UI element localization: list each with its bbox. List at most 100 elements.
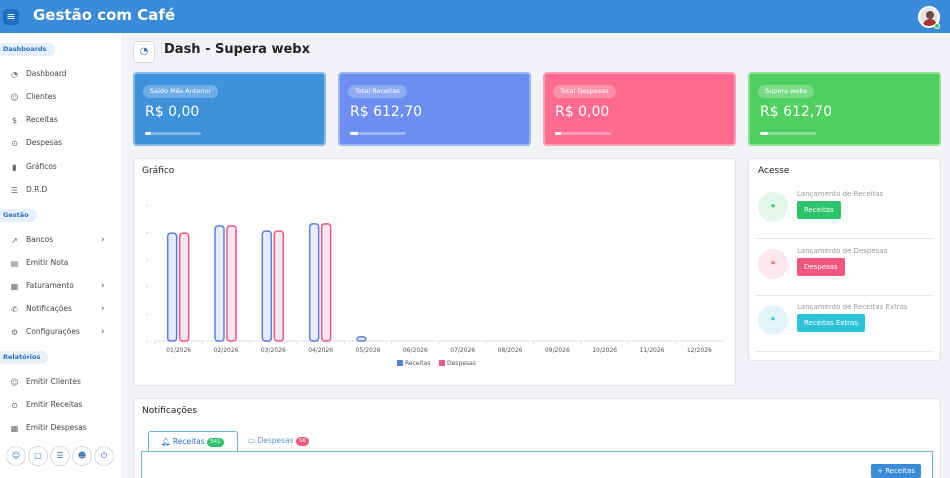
users-icon: ☺: [10, 93, 19, 102]
sidebar-item-dashboard[interactable]: ◔ Dashboard: [0, 64, 121, 84]
sidebar-item-emitir-receitas[interactable]: ⊙ Emitir Receitas: [0, 395, 121, 415]
y-tick-label: -: [146, 256, 148, 263]
sidebar-item-label: Emitir Nota: [26, 258, 69, 267]
trend-icon: ↗: [11, 236, 18, 245]
power-icon[interactable]: ⏻: [94, 446, 114, 466]
sidebar: Dashboards ◔ Dashboard ☺ Clientes $ Rece…: [0, 33, 121, 478]
x-tick-label: 01/2026: [166, 347, 191, 354]
sidebar-item-bancos[interactable]: ↗ Bancos ›: [0, 230, 121, 250]
count-badge: 56: [295, 436, 309, 446]
x-tick-label: 06/2026: [403, 347, 428, 354]
x-tick-label: 05/2026: [356, 347, 381, 354]
chat-icon[interactable]: ☰: [50, 446, 70, 466]
sidebar-item-label: Dashboard: [26, 69, 67, 78]
legend-label: Receitas: [405, 360, 430, 367]
stat-progress-bar: [555, 132, 611, 135]
receitas-extras-button[interactable]: Receitas Extras: [797, 314, 865, 332]
page-title: Dash - Supera webx: [164, 42, 310, 57]
sidebar-item-configuracoes[interactable]: ⚙ Configurações ›: [0, 322, 121, 342]
stat-card-saldo: Saldo Mês Anterior R$ 0,00: [133, 72, 326, 146]
stat-progress-bar: [145, 132, 201, 135]
despesas-button[interactable]: Despesas: [797, 258, 845, 276]
sidebar-item-label: Receitas: [26, 115, 58, 124]
bar-receitas: [308, 223, 320, 342]
section-label-dashboards: Dashboards: [0, 43, 55, 56]
x-tick-label: 07/2026: [450, 347, 475, 354]
users-icon[interactable]: ☺: [6, 446, 26, 466]
x-tick-label: 12/2026: [687, 347, 712, 354]
sidebar-item-label: D.R.D: [26, 185, 48, 194]
users-icon: ☺: [10, 378, 19, 387]
x-tick-label: 03/2026: [261, 347, 286, 354]
stat-card-receitas: Total Receitas R$ 612,70: [338, 72, 531, 146]
bar-chart: - - - - - - 01/2026 02/2026 03/2026 04/2026 05/202…: [146, 202, 723, 367]
x-tick-label: 10/2026: [592, 347, 617, 354]
calendar-icon: ▦: [10, 282, 19, 291]
y-tick-label: -: [146, 229, 148, 236]
avatar[interactable]: [918, 6, 940, 28]
link-icon: ⚭: [758, 305, 788, 335]
y-tick-label: -: [146, 311, 148, 318]
x-tick-label: 04/2026: [308, 347, 333, 354]
sidebar-item-clientes[interactable]: ☺ Clientes: [0, 87, 121, 107]
bar-receitas: [166, 232, 178, 342]
x-tick-label: 08/2026: [498, 347, 523, 354]
stat-card-despesas: Total Despesas R$ 0,00: [543, 72, 736, 146]
gauge-icon: ◔: [133, 41, 155, 63]
sidebar-item-label: Gráficos: [26, 162, 57, 171]
stat-progress-bar: [350, 132, 406, 135]
receitas-button[interactable]: Receitas: [797, 201, 841, 219]
legend-label: Despesas: [447, 360, 476, 367]
acesse-item-receitas: ⚭ Lançamento de Receitas Receitas: [756, 190, 934, 240]
link-icon: ⚭: [758, 249, 788, 279]
chat-icon: ▭: [248, 436, 256, 445]
bar-chart-icon: ▮: [12, 163, 17, 172]
stat-label: Saldo Mês Anterior: [143, 85, 219, 98]
coin-icon: ⊙: [11, 139, 18, 148]
sidebar-item-emitir-despesas[interactable]: ▦ Emitir Despesas: [0, 418, 121, 438]
receipt-icon: ▤: [10, 259, 19, 268]
sidebar-item-label: Emitir Clientes: [26, 377, 81, 386]
bell-icon: 🔔︎: [161, 437, 171, 446]
coin-icon: ⊙: [11, 401, 18, 410]
users-icon[interactable]: ☻: [72, 446, 92, 466]
sidebar-item-emitir-nota[interactable]: ▤ Emitir Nota: [0, 253, 121, 273]
sidebar-item-label: Clientes: [26, 92, 57, 101]
add-receitas-button[interactable]: + Receitas: [871, 464, 921, 478]
tab-receitas[interactable]: 🔔︎ Receitas 541: [148, 431, 238, 451]
menu-toggle-button[interactable]: ≡: [3, 9, 19, 25]
chevron-right-icon: ›: [101, 327, 105, 337]
clipboard-icon[interactable]: ▢: [28, 446, 48, 466]
sidebar-item-faturamento[interactable]: ▦ Faturamento ›: [0, 276, 121, 296]
section-label-gestao: Gestão: [0, 209, 37, 222]
sidebar-item-graficos[interactable]: ▮ Gráficos: [0, 157, 121, 177]
stat-value: R$ 0,00: [555, 104, 610, 120]
bar-despesas: [178, 232, 190, 342]
acesse-label: Lançamento de Despesas: [797, 247, 888, 255]
bar-receitas: [261, 230, 273, 342]
notifications-title: Notificações: [142, 406, 198, 416]
sidebar-item-drd[interactable]: ☰ D.R.D: [0, 180, 121, 200]
app-title: Gestão com Café: [33, 6, 176, 24]
gear-icon: ⚙: [10, 328, 19, 337]
stat-label: Supera webx: [758, 85, 815, 98]
whatsapp-icon: ✆: [11, 305, 18, 314]
chevron-right-icon: ›: [101, 281, 105, 291]
link-icon: ⚭: [758, 192, 788, 222]
sidebar-item-despesas[interactable]: ⊙ Despesas: [0, 133, 121, 153]
online-status-dot: [934, 23, 940, 29]
stat-label: Total Receitas: [348, 85, 407, 98]
sidebar-item-label: Emitir Receitas: [26, 400, 83, 409]
sidebar-item-notificacoes[interactable]: ✆ Notificações ›: [0, 299, 121, 319]
tab-label: Receitas: [172, 437, 205, 446]
server-icon: ☰: [10, 186, 19, 195]
count-badge: 541: [207, 437, 224, 447]
sidebar-item-receitas[interactable]: $ Receitas: [0, 110, 121, 130]
bar-receitas: [214, 225, 225, 342]
stat-value: R$ 0,00: [145, 104, 200, 120]
tab-despesas[interactable]: ▭ Despesas 56: [248, 431, 309, 451]
y-tick-label: -: [146, 202, 148, 209]
sidebar-item-emitir-clientes[interactable]: ☺ Emitir Clientes: [0, 372, 121, 392]
acesse-title: Acesse: [758, 166, 790, 176]
bar-despesas: [273, 230, 285, 342]
